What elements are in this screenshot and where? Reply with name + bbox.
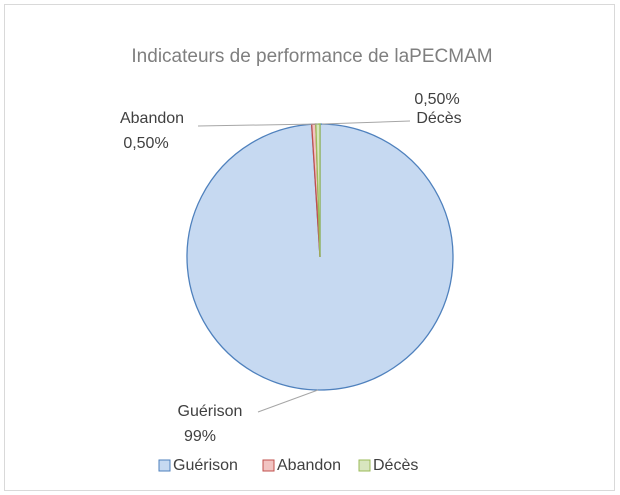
data-label-name: Abandon <box>120 110 184 127</box>
chart-title: Indicateurs de performance de laPECMAM <box>131 46 492 67</box>
data-label-value: 0,50% <box>123 135 168 152</box>
leader-line <box>257 389 319 413</box>
leader-line <box>197 123 319 127</box>
legend-label: Guérison <box>173 457 238 474</box>
data-label-name: Décès <box>416 110 461 127</box>
legend-swatch <box>158 459 171 472</box>
legend-label: Abandon <box>277 457 341 474</box>
legend-swatch <box>262 459 275 472</box>
legend-label: Décès <box>373 457 418 474</box>
data-label-value: 0,50% <box>414 91 459 108</box>
legend-swatch <box>358 459 371 472</box>
data-label-name: Guérison <box>178 403 243 420</box>
leader-line <box>321 120 411 125</box>
data-label-value: 99% <box>184 428 216 445</box>
